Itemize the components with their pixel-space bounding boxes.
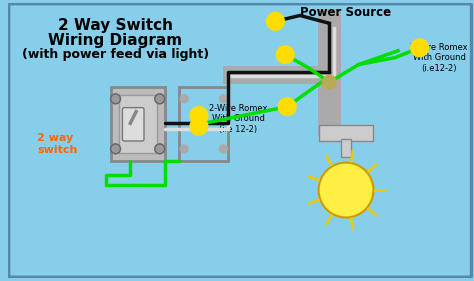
Circle shape: [110, 144, 120, 154]
Circle shape: [219, 95, 228, 103]
Text: Power Source: Power Source: [301, 6, 392, 19]
Wedge shape: [278, 98, 296, 115]
Text: 2-wire Romex
With Ground
(i.e12-2): 2-wire Romex With Ground (i.e12-2): [410, 43, 468, 73]
Wedge shape: [266, 13, 284, 30]
Wedge shape: [276, 46, 294, 64]
Wedge shape: [190, 107, 208, 124]
Wedge shape: [411, 39, 428, 57]
FancyBboxPatch shape: [118, 95, 157, 153]
FancyBboxPatch shape: [122, 108, 144, 141]
FancyBboxPatch shape: [110, 87, 164, 161]
Circle shape: [319, 163, 374, 217]
Text: 2 way
switch: 2 way switch: [37, 133, 77, 155]
Text: 2 Way Switch: 2 Way Switch: [58, 18, 173, 33]
Circle shape: [322, 75, 336, 89]
Circle shape: [155, 94, 164, 104]
Circle shape: [180, 145, 188, 153]
Text: Wiring Diagram: Wiring Diagram: [48, 33, 182, 48]
Text: 2-Wire Romex
With Ground
(i.e 12-2): 2-Wire Romex With Ground (i.e 12-2): [209, 104, 267, 133]
Text: (with power feed via light): (with power feed via light): [22, 48, 209, 61]
Circle shape: [155, 144, 164, 154]
Bar: [318, 9, 341, 136]
Circle shape: [180, 95, 188, 103]
Bar: [319, 125, 374, 141]
Bar: [223, 66, 341, 84]
Wedge shape: [190, 117, 208, 135]
Bar: [341, 139, 351, 157]
Circle shape: [110, 94, 120, 104]
Circle shape: [219, 145, 228, 153]
